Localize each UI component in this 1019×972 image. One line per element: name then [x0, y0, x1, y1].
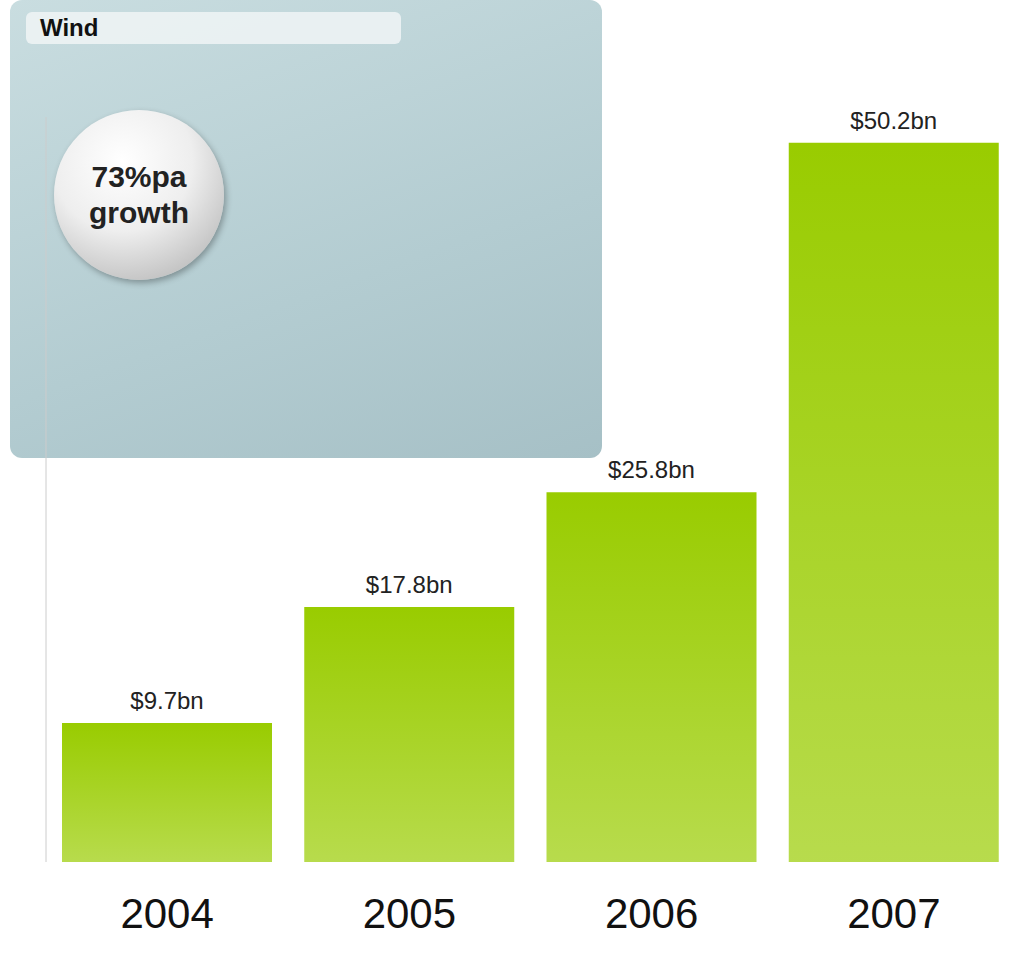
svg-text:2006: 2006: [605, 890, 698, 937]
html-text:Wind: Wind: [40, 14, 99, 41]
svg-text:2005: 2005: [363, 890, 456, 937]
svg-text:$25.8bn: $25.8bn: [608, 456, 695, 483]
svg-text:2007: 2007: [847, 890, 940, 937]
svg-text:$50.2bn: $50.2bn: [850, 107, 937, 134]
svg-text:2004: 2004: [120, 890, 213, 937]
html-text:73%pa growth: 73%pa growth: [89, 160, 189, 229]
svg-text:$9.7bn: $9.7bn: [130, 687, 203, 714]
svg-text:$17.8bn: $17.8bn: [366, 571, 453, 598]
